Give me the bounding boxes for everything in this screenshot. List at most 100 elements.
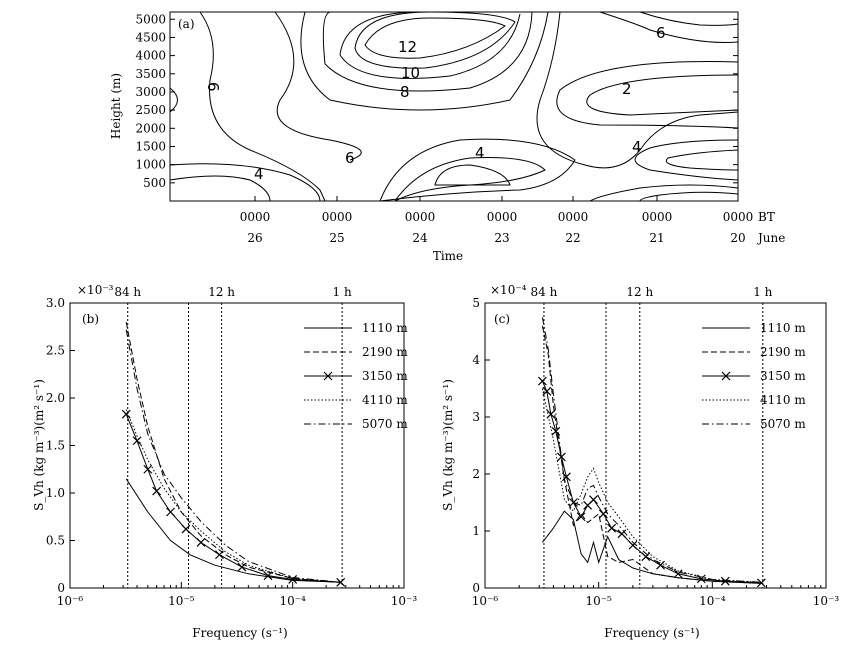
contour-line [199,11,326,202]
contour-label: 6 [656,24,666,42]
panel-c-ylabel: S_Vh (kg m⁻³)(m² s⁻¹) [441,379,455,511]
contour-line [354,11,516,69]
x-tick-time: 0000 [322,210,353,224]
x-tick-label: 10⁻⁵ [585,594,612,608]
panel-c-series [537,317,766,588]
period-label: 84 h [114,285,141,299]
series-line-3150m [541,380,762,584]
contour-lines [169,11,739,202]
legend-label: 4110 m [760,393,806,407]
series-marker [607,523,617,533]
contour-line [634,139,739,181]
y-tick-label: 4000 [135,49,166,63]
panel-b-multiplier: ×10⁻³ [77,283,114,297]
contour-line [665,149,739,171]
contour-line [394,157,546,202]
panel-b-tag: (b) [82,312,99,326]
legend-label: 5070 m [760,417,806,431]
series-marker [537,376,547,386]
series-line-5070m [125,329,341,583]
x-unit-june: June [756,231,785,245]
contour-label: 4 [475,144,485,162]
y-tick-label: 4 [472,353,480,367]
panel-a-x-ticks: 0000 26 0000 25 0000 24 0000 23 0000 22 0000 21 0000… [240,196,754,245]
period-label: 1 h [333,285,352,299]
y-tick-label: 2.0 [46,391,65,405]
contour-line [169,163,321,202]
series-marker [152,486,162,496]
y-tick-label: 3 [472,410,480,424]
panel-b-ylabel: S_Vh (kg m⁻³)(m² s⁻¹) [32,379,46,511]
series-marker [589,495,598,505]
contour-line [169,87,178,113]
legend-label: 1110 m [362,321,408,335]
x-tick-label: 10⁻⁶ [57,594,84,608]
series-line-2190m [541,325,762,584]
series-marker [166,507,175,517]
x-tick-day: 21 [649,231,664,245]
x-tick-time: 0000 [487,210,518,224]
contour-labels: 12 10 8 6 6 6 4 4 4 2 [204,24,666,183]
panel-b-series [121,321,346,587]
panel-a-xlabel: Time [433,249,463,263]
y-tick-label: 5000 [135,12,166,26]
contour-line [379,138,576,202]
series-marker [237,562,247,572]
y-tick-label: 3000 [135,85,166,99]
x-tick-time: 0000 [723,210,754,224]
y-tick-label: 2 [472,467,480,481]
series-line-1110m [125,478,341,583]
contour-line [364,17,506,59]
series-marker [196,537,206,547]
y-tick-label: 1000 [135,158,166,172]
x-tick-time: 0000 [558,210,589,224]
panel-c-tag: (c) [494,312,510,326]
series-marker [576,512,586,522]
series-line-3150m [125,413,341,583]
panel-c-period-lines: 84 h 12 h 1 h [531,285,773,588]
series-marker [215,550,224,560]
x-tick-label: 10⁻³ [391,594,418,608]
contour-line [599,11,739,43]
y-tick-label: 1 [472,524,480,538]
contour-label: 4 [632,138,642,156]
contour-line [639,11,739,26]
period-label: 12 h [626,285,653,299]
contour-line [300,11,549,111]
contour-line [536,11,739,169]
series-line-4110m [125,409,341,583]
x-tick-label: 10⁻³ [813,594,840,608]
legend-label: 2190 m [362,345,408,359]
contour-label: 8 [400,83,410,101]
panel-b: ×10⁻³ (b) Frequency (s⁻¹) S_Vh (kg m⁻³)(… [32,283,417,640]
contour-label: 12 [398,38,417,56]
series-marker [628,540,638,550]
panel-c-legend: 1110 m 2190 m 3150 m 4110 m 5070 m [702,321,806,431]
x-tick-day: 22 [565,231,580,245]
contour-label: 10 [401,64,420,82]
series-marker [263,571,273,581]
y-tick-label: 2.5 [46,344,65,358]
x-tick-day: 20 [730,231,745,245]
x-tick-time: 0000 [405,210,436,224]
series-marker [561,472,571,482]
y-tick-label: 0.5 [46,534,65,548]
y-tick-label: 1.0 [46,486,65,500]
contour-line [556,61,739,129]
y-tick-label: 3500 [135,67,166,81]
contour-line [339,11,521,79]
x-tick-time: 0000 [642,210,673,224]
panel-c-frame [484,302,827,589]
series-line-2190m [125,321,341,583]
x-tick-day: 25 [329,231,344,245]
y-tick-label: 0 [57,581,65,595]
x-tick-day: 26 [247,231,262,245]
y-tick-label: 2500 [135,103,166,117]
series-marker [756,578,766,588]
panel-b-ticks: 10⁻⁶ 10⁻⁵ 10⁻⁴ 10⁻³ 0 0.5 1.0 1.5 2.0 2.5 3.0 [46,296,417,608]
contour-line [434,164,511,186]
period-label: 1 h [753,285,772,299]
y-tick-label: 0 [472,581,480,595]
period-label: 84 h [531,285,558,299]
contour-line [169,175,271,202]
